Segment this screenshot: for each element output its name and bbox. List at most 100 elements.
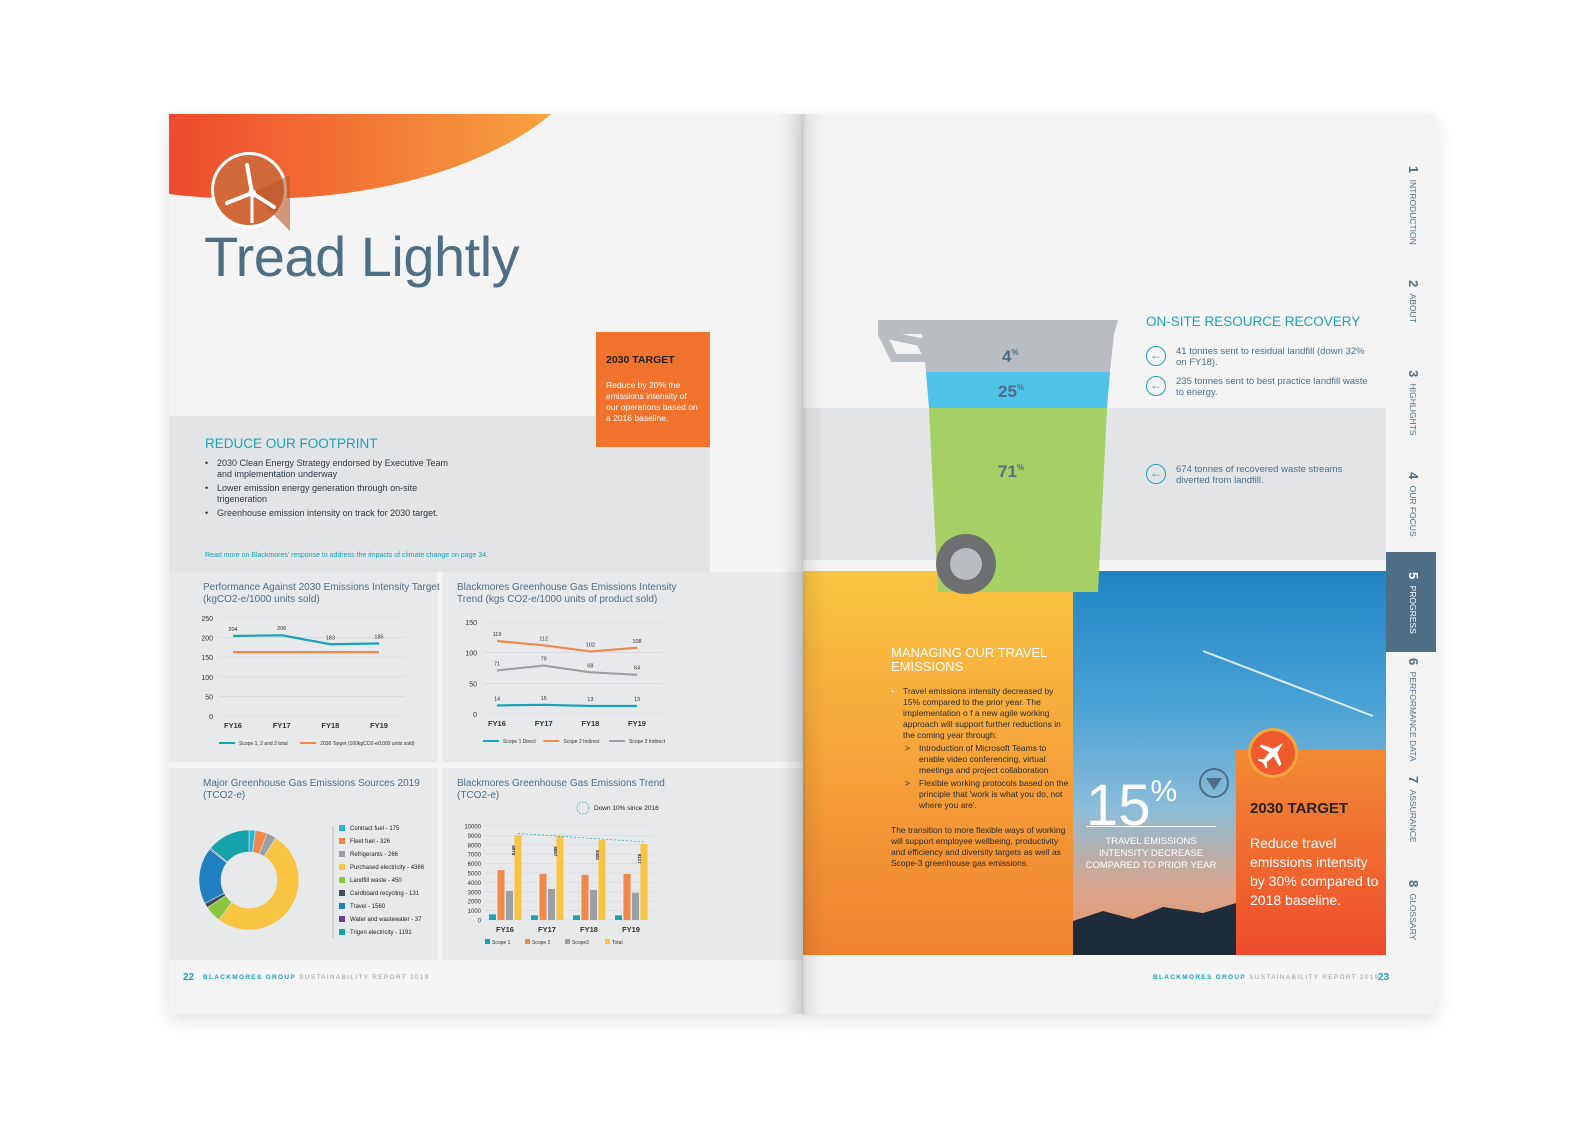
list-item: Greenhouse emission intensity on track f… [205, 508, 465, 519]
y-tick-label: 0 [478, 919, 482, 925]
data-label: 108 [632, 639, 641, 645]
travel-stat: 15% [1086, 773, 1178, 838]
bar [590, 889, 597, 920]
target-text: Reduce travel emissions intensity by 30%… [1250, 835, 1379, 908]
y-tick-label: 7000 [468, 853, 482, 859]
legend-label: Fleet fuel - 326 [350, 839, 391, 845]
tab-highlights[interactable]: 3 HIGHLIGHTS [1406, 370, 1421, 436]
data-label: 8857 [553, 846, 558, 857]
resource-recovery-heading: ON-SITE RESOURCE RECOVERY [1146, 314, 1361, 329]
data-label: 68 [587, 663, 593, 669]
legend-label: Scope 2 [532, 940, 551, 946]
page-title: Tread Lightly [204, 225, 520, 288]
legend-swatch [339, 825, 345, 831]
bar [548, 888, 555, 920]
tab-our-focus[interactable]: 4 OUR FOCUS [1406, 472, 1421, 537]
legend-label: Scope 1, 2 and 3 total [239, 741, 288, 747]
tab-progress[interactable]: 5 PROGRESS [1386, 552, 1436, 652]
page-number: 23 [1378, 972, 1390, 983]
series-line [232, 634, 380, 646]
legend-swatch [339, 838, 345, 844]
x-tick-label: FY19 [622, 925, 640, 934]
x-tick-label: FY17 [273, 721, 291, 730]
data-label: 64 [634, 666, 640, 672]
y-tick-label: 8000 [468, 843, 482, 849]
y-tick-label: 4000 [468, 881, 482, 887]
legend-label: Landfill waste - 450 [350, 878, 402, 884]
read-more-link[interactable]: Read more on Blackmores' response to add… [205, 552, 489, 559]
legend-label: 2030 Target (160kgCO2-e/1000 units sold) [320, 741, 415, 747]
target-2030-box: 2030 TARGET Reduce by 20% the emissions … [596, 332, 710, 447]
legend-swatch [339, 864, 345, 870]
x-tick-label: FY16 [224, 721, 242, 730]
wind-turbine-icon [211, 152, 290, 231]
tab-glossary[interactable]: 8 GLOSSARY [1406, 880, 1421, 941]
x-tick-label: FY19 [370, 721, 388, 730]
bar [615, 915, 622, 920]
bar [598, 840, 606, 920]
y-tick-label: 100 [201, 675, 213, 682]
data-label: 13 [634, 697, 640, 703]
x-tick-label: FY19 [628, 719, 646, 728]
arrow-left-icon: ← [1146, 376, 1166, 396]
tab-performance-data[interactable]: 6 PERFORMANCE DATA [1406, 658, 1421, 762]
bar [497, 870, 505, 920]
footer-brand: BLACKMORES GROUP SUSTAINABILITY REPORT 2… [203, 974, 430, 981]
y-tick-label: 1000 [468, 909, 482, 915]
section-tabs: 1 INTRODUCTION 2 ABOUT 3 HIGHLIGHTS 4 OU… [1386, 114, 1436, 955]
trend-icon [576, 801, 590, 815]
series-line [496, 703, 637, 708]
y-tick-label: 6000 [468, 862, 482, 868]
bar [640, 843, 648, 920]
legend-swatch [525, 939, 530, 944]
chart-annotation: Down 10% since 2016 [594, 805, 659, 812]
donut-chart-emission-sources: Contract fuel - 175 Fleet fuel - 326 Refri… [198, 825, 425, 938]
y-tick-label: 100 [465, 651, 477, 658]
y-tick-label: 9000 [468, 834, 482, 840]
bar [573, 915, 580, 920]
reduce-bullets: 2030 Clean Energy Strategy endorsed by E… [205, 458, 465, 522]
data-label: 119 [493, 632, 502, 638]
bar [539, 873, 547, 920]
chart-card-emissions-trend: Blackmores Greenhouse Gas Emissions Tren… [443, 768, 803, 960]
bar [506, 890, 513, 920]
pie-slice [218, 837, 300, 931]
bar [514, 835, 522, 920]
data-label: 204 [228, 627, 237, 633]
legend-swatch [339, 890, 345, 896]
tab-about[interactable]: 2 ABOUT [1406, 280, 1421, 323]
data-label: 8117 [637, 854, 642, 864]
series-line [496, 664, 638, 676]
travel-heading: MANAGING OUR TRAVEL EMISSIONS [891, 645, 1047, 674]
y-tick-label: 250 [201, 616, 213, 623]
data-label: 15 [541, 696, 547, 702]
bar [632, 892, 639, 920]
target-heading: 2030 TARGET [1250, 800, 1349, 817]
tab-introduction[interactable]: 1 INTRODUCTION [1406, 166, 1421, 245]
legend-swatch [565, 939, 570, 944]
series-line [496, 639, 638, 653]
footer-brand-name: BLACKMORES GROUP [203, 974, 297, 981]
y-tick-label: 150 [201, 655, 213, 662]
legend-label: Total [612, 940, 623, 946]
legend-label: Scope 3 Indirect [629, 739, 666, 745]
arrow-left-icon: ← [1146, 346, 1166, 366]
data-label: 102 [586, 642, 595, 648]
legend-swatch [605, 939, 610, 944]
chart-title: Major Greenhouse Gas Emissions Sources 2… [203, 778, 420, 801]
y-tick-label: 150 [465, 620, 477, 627]
travel-sub-item: Flexible working protocols based on the … [891, 778, 1069, 811]
chart-title: Blackmores Greenhouse Gas Emissions Tren… [457, 778, 665, 801]
bar-chart-emissions-trend: 0 1000 2000 3000 4000 5000 6000 7000 8000 9000 100… [464, 801, 659, 946]
tab-assurance[interactable]: 7 ASSURANCE [1406, 776, 1421, 843]
legend-label: Trigen electricity - 1191 [350, 930, 412, 936]
waste-bin-graphic [878, 320, 1118, 594]
y-tick-label: 0 [209, 714, 213, 721]
legend-label: Cardboard recycling - 131 [350, 891, 420, 897]
chart-card-emission-sources: Major Greenhouse Gas Emissions Sources 2… [169, 768, 437, 960]
bin-label-recovered: 71% [998, 462, 1025, 481]
y-tick-label: 50 [205, 694, 213, 701]
footer-brand-name: BLACKMORES GROUP [1153, 974, 1247, 981]
bar [623, 873, 631, 920]
